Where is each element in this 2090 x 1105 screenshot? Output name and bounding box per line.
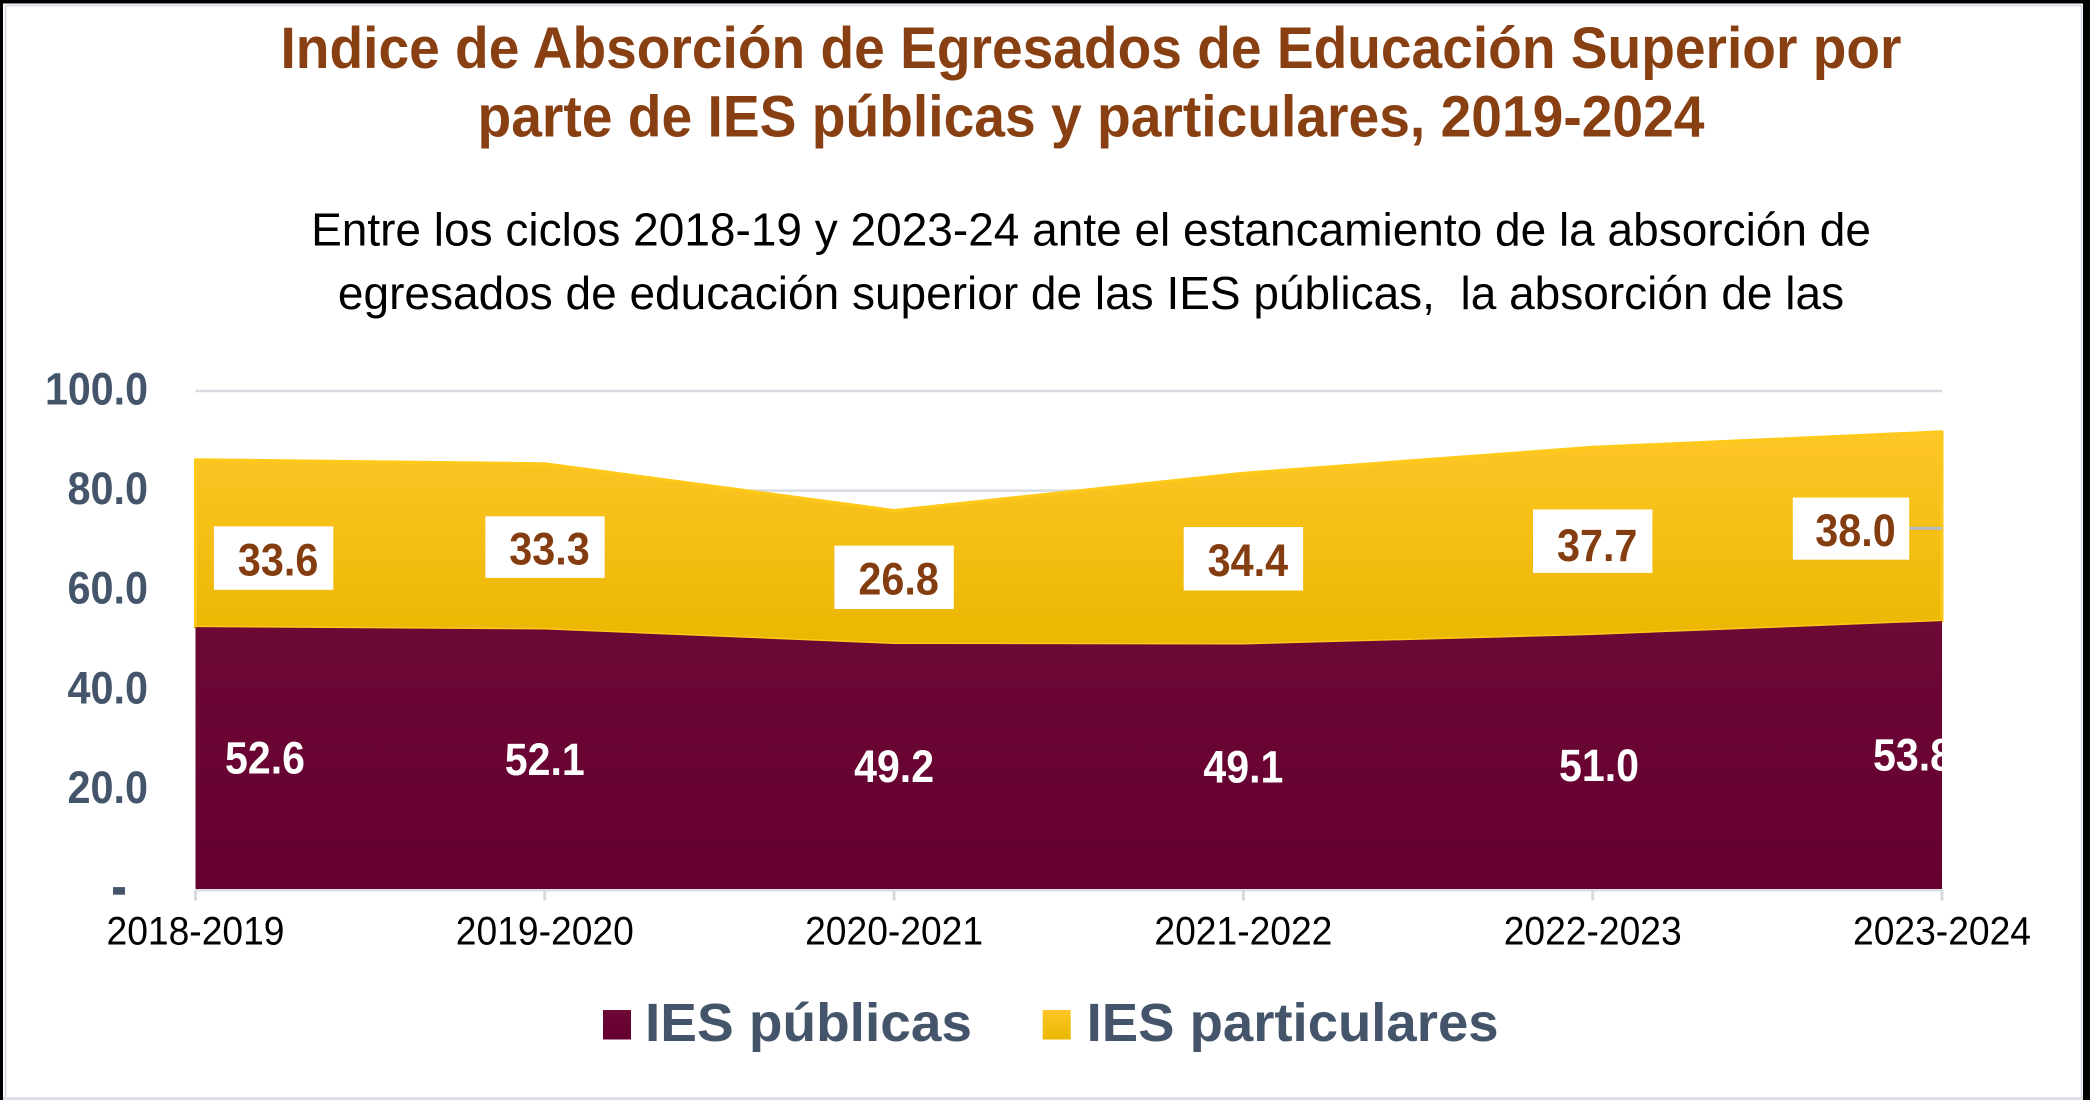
svg-text:52.6: 52.6 [225,733,305,784]
svg-text:Indice de Absorción de Egresad: Indice de Absorción de Egresados de Educ… [281,16,1902,81]
svg-text:2021-2022: 2021-2022 [1154,909,1332,953]
svg-text:80.0: 80.0 [68,463,149,514]
svg-text:Entre los ciclos 2018-19 y 202: Entre los ciclos 2018-19 y 2023-24 ante … [311,204,1871,256]
svg-text:egresados de educación superio: egresados de educación superior de las I… [338,267,1844,319]
svg-text:20.0: 20.0 [68,762,149,813]
svg-text:49.1: 49.1 [1203,741,1283,792]
svg-text:53.8: 53.8 [1873,729,1953,780]
svg-text:37.7: 37.7 [1557,520,1638,571]
svg-text:2019-2020: 2019-2020 [456,909,634,953]
svg-text:IES públicas: IES públicas [645,993,972,1053]
svg-text:52.1: 52.1 [505,734,585,785]
svg-text:parte de IES públicas y partic: parte de IES públicas y particulares, 20… [478,85,1705,150]
svg-text:100.0: 100.0 [45,364,148,415]
svg-text:33.3: 33.3 [509,523,590,574]
svg-text:2022-2023: 2022-2023 [1504,909,1682,953]
svg-text:60.0: 60.0 [68,563,149,614]
svg-text:2018-2019: 2018-2019 [107,909,285,953]
svg-text:26.8: 26.8 [858,554,939,605]
svg-text:51.0: 51.0 [1559,740,1639,791]
svg-text:33.6: 33.6 [238,534,319,585]
svg-text:2023-2024: 2023-2024 [1853,909,2031,953]
svg-text:38.0: 38.0 [1815,505,1896,556]
svg-text:49.2: 49.2 [854,741,934,792]
svg-text:34.4: 34.4 [1208,535,1289,586]
svg-text:2020-2021: 2020-2021 [805,909,983,953]
svg-text:IES particulares: IES particulares [1087,993,1499,1053]
svg-text:40.0: 40.0 [68,662,149,713]
